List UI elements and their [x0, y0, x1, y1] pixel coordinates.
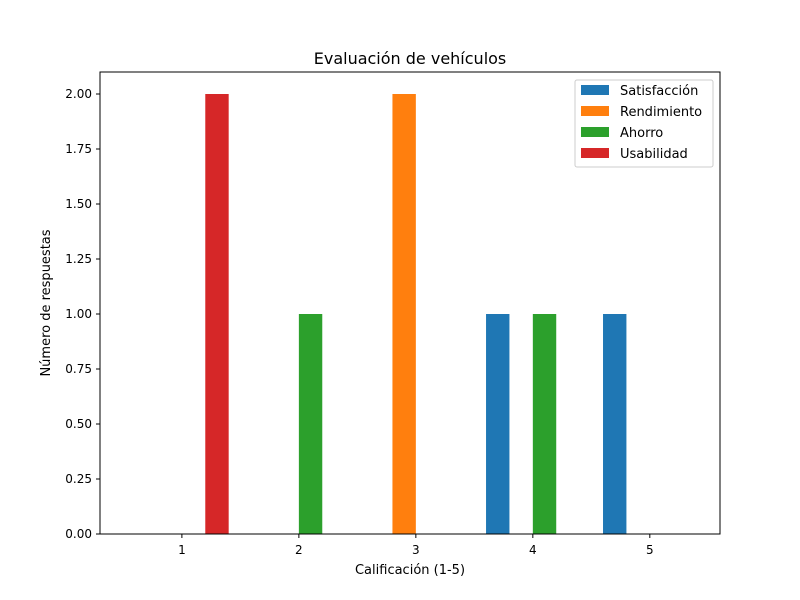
bars-layer	[205, 94, 627, 534]
plot-frame	[99, 71, 721, 535]
x-tick-label: 4	[529, 543, 537, 557]
legend-frame	[574, 79, 714, 168]
legend-swatch-ahorro	[581, 127, 609, 137]
bar-usabilidad-1	[205, 94, 229, 534]
y-axis-ticks: 0.00 0.25 0.50 0.75 1.00 1.25 1.50 1.75 2.00	[65, 87, 100, 541]
bar-ahorro-2	[298, 314, 323, 534]
y-axis-label: Número de respuestas	[39, 229, 54, 376]
x-tick-label: 5	[646, 543, 654, 557]
y-tick-label: 2.00	[65, 87, 92, 101]
legend-swatch-satisfacción	[581, 85, 609, 95]
x-tick-label: 3	[412, 543, 420, 557]
chart-title: Evaluación de vehículos	[314, 49, 507, 68]
legend-label-usabilidad: Usabilidad	[620, 147, 688, 162]
x-tick-label: 2	[295, 543, 303, 557]
bar-rendimiento-3	[392, 94, 416, 534]
bar-ahorro-4	[532, 314, 557, 534]
legend-swatch-usabilidad	[581, 148, 609, 158]
legend-label-satisfacción: Satisfacción	[620, 84, 698, 99]
legend-swatch-rendimiento	[581, 106, 609, 116]
y-tick-label: 1.75	[65, 142, 92, 156]
legend-label-rendimiento: Rendimiento	[620, 105, 702, 120]
y-tick-label: 0.25	[65, 472, 92, 486]
y-tick-label: 1.25	[65, 252, 92, 266]
legend-label-ahorro: Ahorro	[620, 126, 663, 141]
legend: Satisfacción Rendimiento Ahorro Usabilidad	[574, 79, 714, 168]
x-axis-label: Calificación (1-5)	[355, 563, 465, 578]
y-tick-label: 1.00	[65, 307, 92, 321]
y-tick-label: 0.50	[65, 417, 92, 431]
x-axis-ticks: 1 2 3 4 5	[178, 534, 654, 557]
y-tick-label: 0.75	[65, 362, 92, 376]
bar-satisfacción-4	[486, 314, 510, 534]
y-tick-label: 0.00	[65, 527, 92, 541]
bar-satisfacción-5	[603, 314, 627, 534]
y-tick-label: 1.50	[65, 197, 92, 211]
x-tick-label: 1	[178, 543, 186, 557]
